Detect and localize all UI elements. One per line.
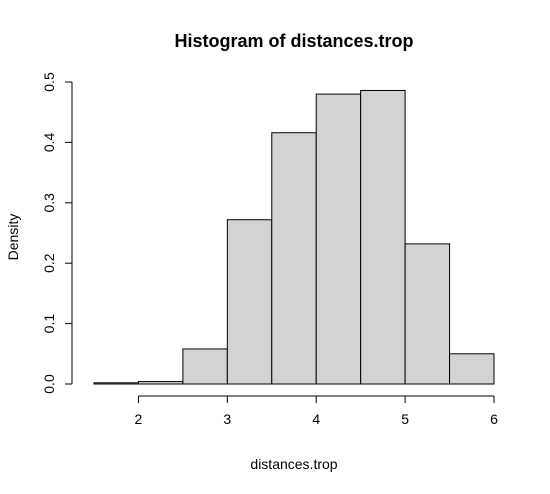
- y-tick-label-3: 0.3: [41, 193, 57, 213]
- y-tick-label-2: 0.2: [41, 253, 57, 273]
- histogram-bar-8: [449, 353, 495, 385]
- x-tick-label-3: 5: [401, 411, 409, 427]
- x-axis-label: distances.trop: [250, 456, 337, 472]
- y-axis: 0.0 0.1 0.2 0.3 0.4 0.5: [41, 72, 73, 394]
- histogram-bar-1: [137, 381, 184, 385]
- x-tick-label-4: 6: [490, 411, 498, 427]
- y-tick-label-4: 0.4: [41, 132, 57, 152]
- y-tick-label-0: 0.0: [41, 374, 57, 394]
- x-axis: 2 3 4 5 6: [135, 395, 498, 427]
- y-axis-label: Density: [5, 214, 21, 261]
- histogram-bar-7: [404, 243, 451, 385]
- y-tick-label-1: 0.1: [41, 314, 57, 334]
- histogram-bar-4: [271, 132, 317, 385]
- x-tick-label-0: 2: [135, 411, 143, 427]
- bars-group: [93, 89, 495, 385]
- histogram-bar-3: [226, 219, 273, 385]
- x-tick-label-2: 4: [312, 411, 320, 427]
- x-tick-label-1: 3: [223, 411, 231, 427]
- histogram-bar-6: [360, 89, 406, 385]
- histogram-bar-5: [315, 93, 362, 385]
- y-tick-label-5: 0.5: [41, 72, 57, 92]
- histogram-bar-2: [182, 348, 228, 385]
- chart-title: Histogram of distances.trop: [174, 31, 413, 51]
- histogram-bar-0: [93, 382, 139, 385]
